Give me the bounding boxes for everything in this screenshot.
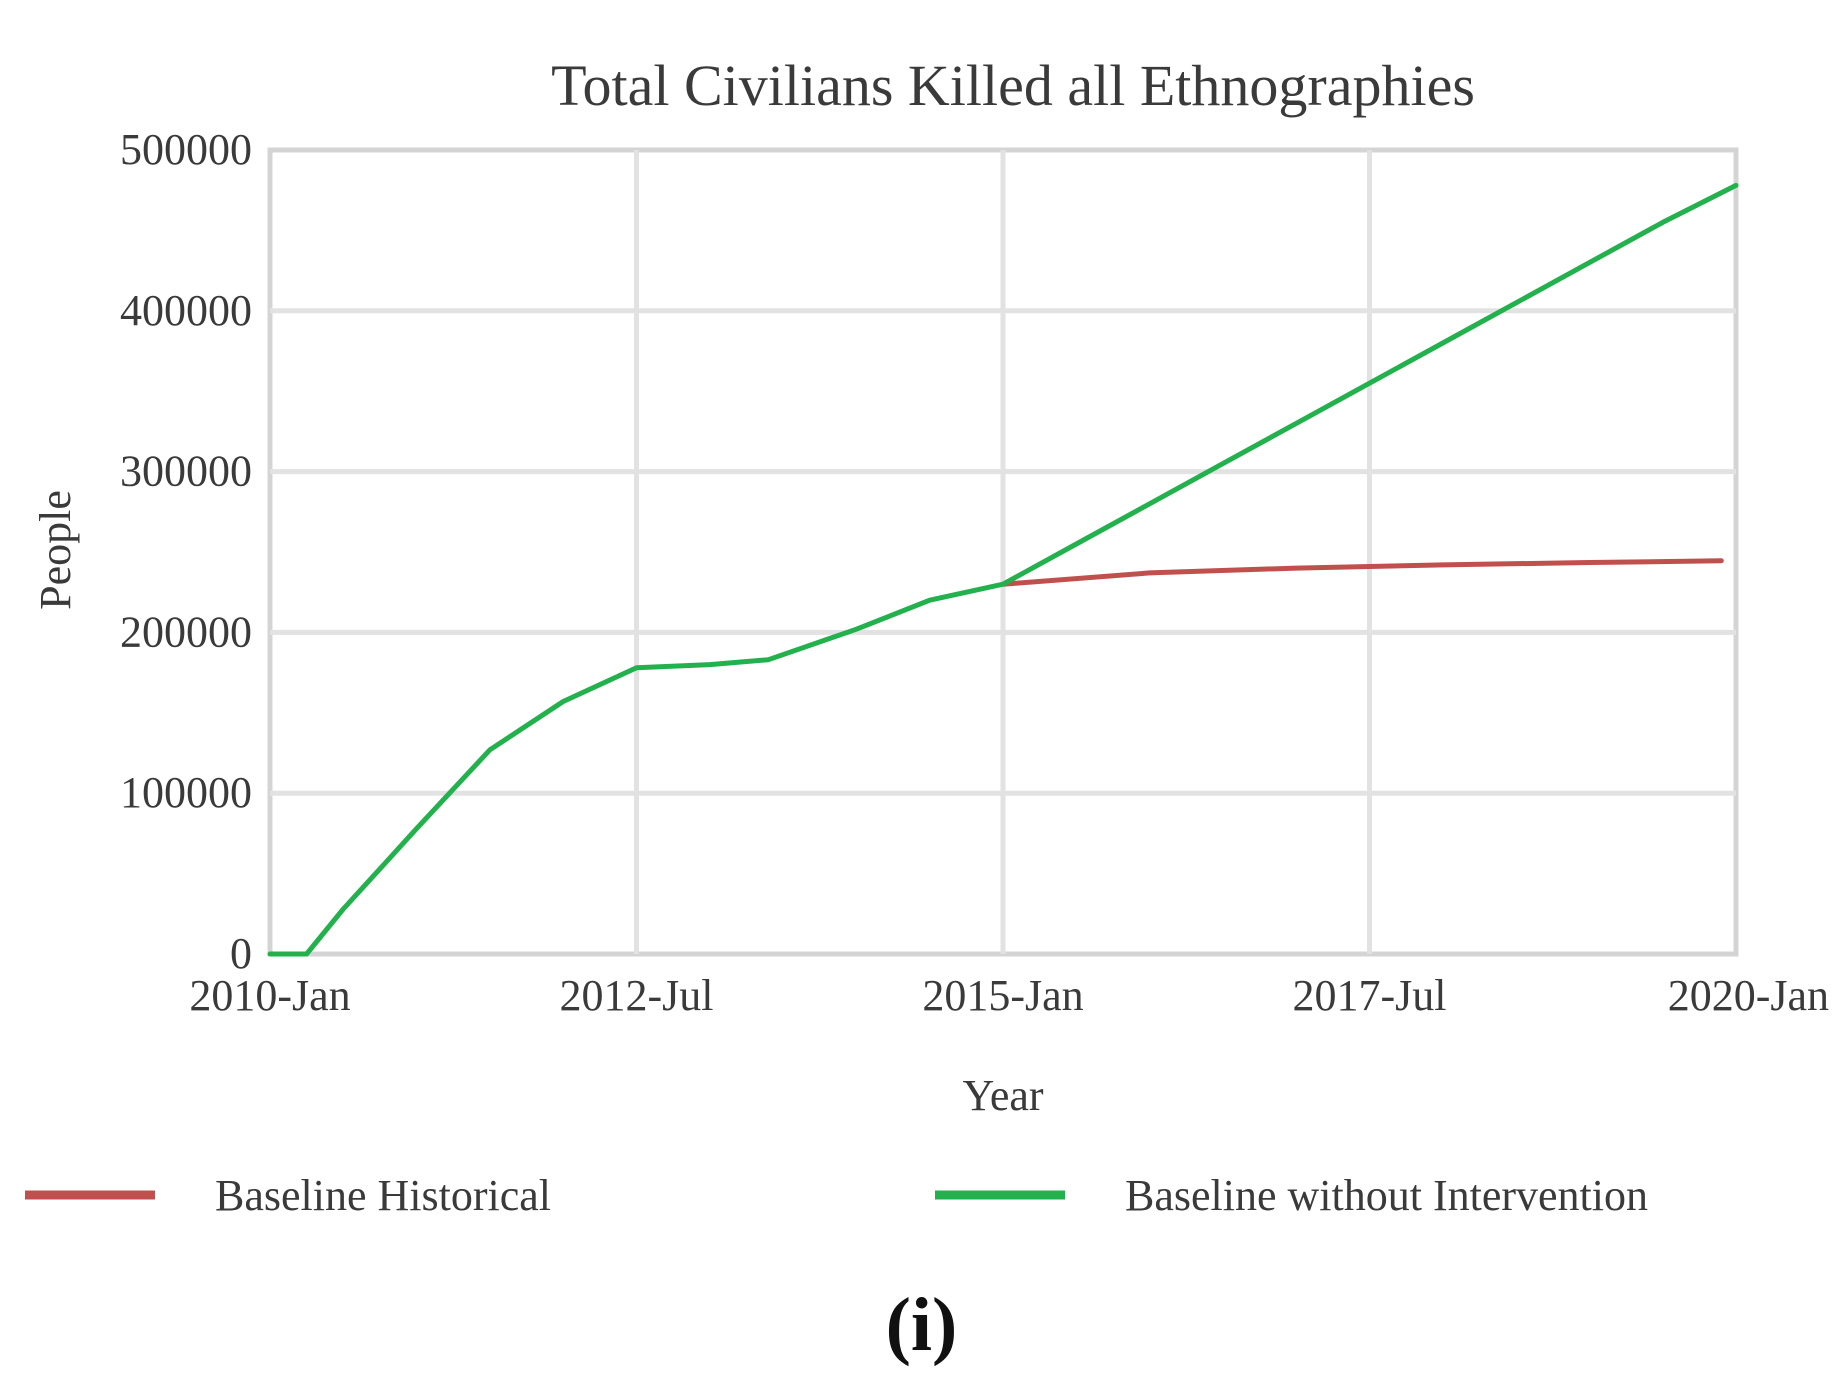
y-tick-label: 400000: [120, 286, 252, 335]
panel-label: (i): [885, 1283, 958, 1367]
x-tick-label: 2020-Jan: [1668, 971, 1829, 1020]
legend-label: Baseline without Intervention: [1125, 1171, 1648, 1220]
y-axis-label: People: [31, 490, 80, 610]
gridlines: [270, 150, 1736, 954]
y-tick-label: 0: [230, 929, 252, 978]
y-tick-label: 100000: [120, 768, 252, 817]
legend: Baseline Historical Baseline without Inte…: [25, 1171, 1648, 1220]
y-tick-label: 200000: [120, 607, 252, 656]
series-layer: [267, 182, 1739, 957]
x-axis-label: Year: [962, 1071, 1043, 1120]
series-line-1: [1000, 558, 1724, 587]
series-line-2: [267, 182, 1739, 957]
chart-title: Total Civilians Killed all Ethnographies: [551, 53, 1475, 118]
legend-label: Baseline Historical: [215, 1171, 551, 1220]
x-tick-labels: 2010-Jan 2012-Jul 2015-Jan 2017-Jul 2020-Jan: [189, 971, 1829, 1020]
x-tick-label: 2012-Jul: [560, 971, 714, 1020]
y-tick-label: 500000: [120, 125, 252, 174]
x-tick-label: 2010-Jan: [189, 971, 350, 1020]
y-tick-labels: 0 100000 200000 300000 400000 500000: [120, 125, 252, 978]
y-tick-label: 300000: [120, 447, 252, 496]
x-tick-label: 2017-Jul: [1293, 971, 1447, 1020]
x-tick-label: 2015-Jan: [922, 971, 1083, 1020]
